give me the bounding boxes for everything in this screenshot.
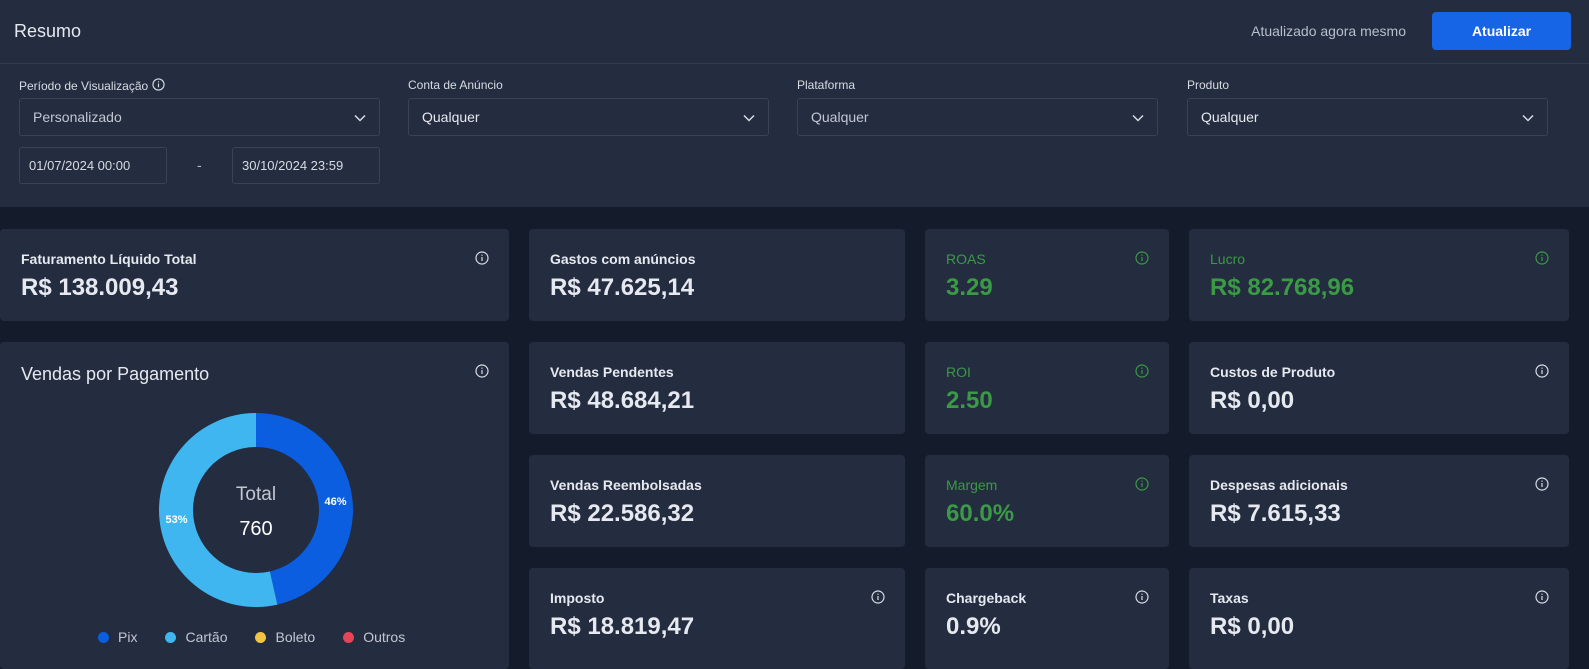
donut-slice-cartão[interactable] — [159, 413, 278, 607]
card-roas: ROAS 3.29 — [925, 229, 1169, 321]
payment-donut-chart: 46% 53% Total 760 — [159, 413, 354, 607]
card-despesas-adicionais: Despesas adicionais R$ 7.615,33 — [1189, 455, 1569, 547]
card-gastos: Gastos com anúncios R$ 47.625,14 — [529, 229, 905, 321]
platform-select-value: Qualquer — [811, 109, 869, 125]
donut-center-value: 760 — [239, 518, 272, 540]
product-label: Produto — [1187, 78, 1230, 92]
info-icon[interactable] — [1135, 477, 1149, 491]
card-value: R$ 48.684,21 — [550, 387, 695, 414]
info-icon[interactable] — [475, 364, 489, 378]
product-select[interactable]: Qualquer — [1187, 98, 1548, 136]
chevron-down-icon — [743, 109, 755, 125]
info-icon[interactable] — [871, 590, 885, 604]
legend-label: Pix — [118, 629, 138, 645]
card-label: ROI — [946, 364, 971, 380]
info-icon[interactable] — [1535, 590, 1549, 604]
card-value: R$ 22.586,32 — [550, 500, 695, 527]
card-value: 60.0% — [946, 500, 1015, 527]
end-date-input[interactable]: 30/10/2024 23:59 — [232, 147, 380, 184]
chevron-down-icon — [1132, 109, 1144, 125]
ad-account-label: Conta de Anúncio — [408, 78, 503, 92]
card-value: R$ 0,00 — [1210, 613, 1295, 640]
legend-item-outros[interactable]: Outros — [343, 629, 405, 645]
product-select-value: Qualquer — [1201, 109, 1259, 125]
legend-label: Outros — [363, 629, 406, 645]
card-label: Taxas — [1210, 590, 1249, 606]
card-lucro: Lucro R$ 82.768,96 — [1189, 229, 1569, 321]
chart-legend: Pix Cartão Boleto Outros — [98, 629, 405, 645]
card-chargeback: Chargeback 0.9% — [925, 568, 1169, 669]
card-label: ROAS — [946, 251, 986, 267]
period-label-text: Período de Visualização — [19, 79, 149, 93]
period-select[interactable]: Personalizado — [19, 98, 380, 136]
page-title: Resumo — [14, 21, 82, 41]
card-label: Faturamento Líquido Total — [21, 251, 197, 267]
card-value: R$ 7.615,33 — [1210, 500, 1341, 527]
date-separator: - — [197, 157, 202, 173]
card-taxas: Taxas R$ 0,00 — [1189, 568, 1569, 669]
info-icon[interactable] — [475, 251, 489, 265]
chevron-down-icon — [354, 109, 366, 125]
legend-label: Boleto — [275, 629, 316, 645]
info-icon[interactable] — [1135, 590, 1149, 604]
legend-item-boleto[interactable]: Boleto — [255, 629, 315, 645]
card-vendas-pendentes: Vendas Pendentes R$ 48.684,21 — [529, 342, 905, 434]
info-icon[interactable] — [1135, 364, 1149, 378]
platform-label: Plataforma — [797, 78, 856, 92]
card-vendas-por-pagamento: Vendas por Pagamento — [0, 342, 509, 669]
legend-dot — [165, 631, 177, 643]
card-imposto: Imposto R$ 18.819,47 — [529, 568, 905, 669]
card-faturamento: Faturamento Líquido Total R$ 138.009,43 — [0, 229, 509, 321]
card-label: Vendas Reembolsadas — [550, 477, 702, 493]
card-value: R$ 47.625,14 — [550, 274, 695, 301]
header-bar: Resumo Atualizado agora mesmo Atualizar — [0, 0, 1589, 64]
info-icon[interactable] — [1135, 251, 1149, 265]
chevron-down-icon — [1522, 109, 1534, 125]
info-icon[interactable] — [152, 78, 165, 94]
card-vendas-reembolsadas: Vendas Reembolsadas R$ 22.586,32 — [529, 455, 905, 547]
donut-slice-pix[interactable] — [256, 413, 354, 605]
card-label: Despesas adicionais — [1210, 477, 1348, 493]
card-value: 2.50 — [946, 387, 993, 414]
chart-title: Vendas por Pagamento — [21, 364, 210, 384]
card-value: 0.9% — [946, 613, 1001, 640]
donut-slice-label: 53% — [165, 514, 187, 526]
legend-item-pix[interactable]: Pix — [98, 629, 137, 645]
card-value: R$ 18.819,47 — [550, 613, 695, 640]
period-select-value: Personalizado — [33, 109, 122, 125]
donut-center-label: Total — [236, 484, 276, 505]
card-label: Custos de Produto — [1210, 364, 1336, 380]
card-value: 3.29 — [946, 274, 993, 301]
info-icon[interactable] — [1535, 364, 1549, 378]
legend-dot — [343, 631, 355, 643]
updated-status: Atualizado agora mesmo — [1251, 23, 1406, 39]
ad-account-select[interactable]: Qualquer — [408, 98, 769, 136]
legend-dot — [255, 631, 267, 643]
card-value: R$ 138.009,43 — [21, 274, 179, 301]
donut-slice-label: 46% — [324, 496, 346, 508]
card-value: R$ 0,00 — [1210, 387, 1295, 414]
info-icon[interactable] — [1535, 477, 1549, 491]
legend-dot — [98, 631, 109, 643]
card-label: Margem — [946, 477, 998, 493]
card-value: R$ 82.768,96 — [1210, 274, 1355, 301]
card-label: Lucro — [1210, 251, 1246, 267]
platform-select[interactable]: Qualquer — [797, 98, 1158, 136]
info-icon[interactable] — [1535, 251, 1549, 265]
card-label: Chargeback — [946, 590, 1027, 606]
legend-item-cartao[interactable]: Cartão — [165, 629, 227, 645]
card-custos-produto: Custos de Produto R$ 0,00 — [1189, 342, 1569, 434]
ad-account-select-value: Qualquer — [422, 109, 480, 125]
card-label: Vendas Pendentes — [550, 364, 674, 380]
card-roi: ROI 2.50 — [925, 342, 1169, 434]
card-label: Imposto — [550, 590, 605, 606]
period-label: Período de Visualização — [19, 78, 165, 94]
legend-label: Cartão — [185, 629, 228, 645]
filters-panel: Período de Visualização Personalizado Co… — [0, 64, 1589, 207]
refresh-button[interactable]: Atualizar — [1432, 12, 1571, 50]
card-margem: Margem 60.0% — [925, 455, 1169, 547]
card-label: Gastos com anúncios — [550, 251, 696, 267]
start-date-input[interactable]: 01/07/2024 00:00 — [19, 147, 167, 184]
